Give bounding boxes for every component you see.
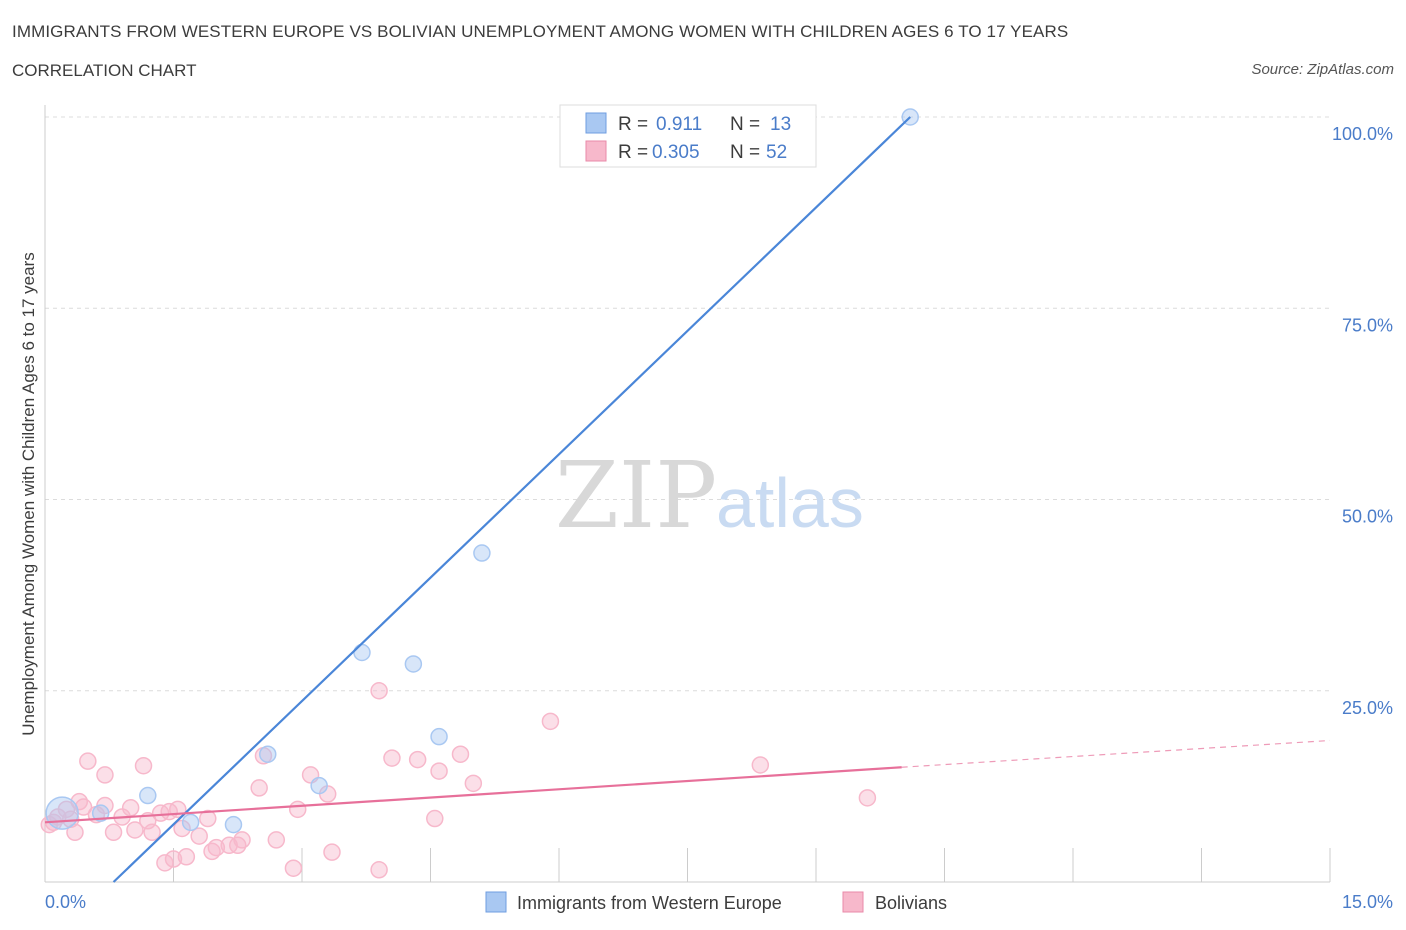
data-point — [430, 762, 448, 780]
watermark-zip: ZIP — [555, 442, 717, 549]
bottom-legend-swatch-pink — [842, 891, 864, 913]
data-point — [121, 799, 140, 817]
data-point — [353, 643, 371, 662]
data-point — [464, 774, 483, 793]
data-point — [164, 850, 183, 868]
y-tick-label: 50.0% — [1342, 507, 1393, 527]
data-point — [96, 766, 114, 784]
data-point — [134, 756, 153, 775]
chart-subtitle: CORRELATION CHART — [12, 61, 197, 80]
data-point — [370, 861, 388, 879]
data-point — [207, 838, 226, 857]
data-point — [323, 843, 341, 861]
trend-lines — [44, 116, 1331, 883]
data-point — [143, 823, 161, 842]
legend-n-label-1: N = — [730, 114, 760, 135]
data-point — [190, 827, 208, 845]
data-point — [181, 813, 200, 832]
data-point — [404, 655, 423, 673]
trend-line — [44, 766, 902, 824]
legend-top: R = 0.911 N = 13 R = 0.305 N = 52 — [559, 104, 817, 168]
legend-r-value-2: 0.305 — [652, 142, 700, 163]
legend-r-value-1: 0.911 — [656, 114, 702, 135]
data-point — [173, 819, 191, 838]
data-point — [104, 823, 123, 842]
data-point — [66, 823, 84, 842]
legend-bottom: Immigrants from Western Europe Bolivians — [485, 891, 947, 913]
data-point — [370, 682, 388, 700]
watermark-atlas: atlas — [716, 464, 864, 542]
bottom-legend-label-2: Bolivians — [875, 893, 947, 913]
data-point — [267, 831, 286, 849]
legend-r-label-1: R = — [618, 114, 648, 135]
grid-lines — [45, 116, 1330, 692]
y-tick-label: 75.0% — [1342, 315, 1393, 335]
data-point — [408, 750, 427, 769]
x-tick-label-max: 15.0% — [1342, 892, 1393, 912]
trend-line — [112, 116, 911, 883]
watermark: ZIP atlas — [555, 442, 864, 549]
data-point — [258, 745, 277, 763]
data-point — [74, 798, 93, 816]
data-points — [40, 108, 919, 879]
data-point — [288, 800, 307, 819]
y-tick-labels: 25.0% 50.0% 75.0% 100.0% — [1332, 124, 1393, 718]
data-point — [310, 776, 328, 795]
x-tick-labels: 0.0% 15.0% — [45, 892, 1393, 912]
data-point — [57, 800, 76, 819]
data-point — [126, 821, 144, 839]
data-point — [473, 544, 491, 562]
data-point — [91, 804, 110, 822]
y-tick-label: 25.0% — [1342, 698, 1393, 718]
data-point — [79, 752, 97, 770]
source-label: Source: ZipAtlas.com — [1251, 61, 1394, 78]
data-point — [426, 809, 444, 828]
chart-title: IMMIGRANTS FROM WESTERN EUROPE VS BOLIVI… — [12, 22, 1069, 41]
data-point — [858, 789, 877, 807]
y-axis-label: Unemployment Among Women with Children A… — [19, 252, 38, 736]
legend-n-value-1: 13 — [770, 114, 791, 135]
data-point — [250, 779, 268, 797]
bottom-legend-label-1: Immigrants from Western Europe — [517, 893, 782, 913]
axes — [44, 105, 1331, 883]
data-point — [177, 848, 196, 866]
data-point — [284, 859, 303, 877]
x-tick-label-min: 0.0% — [45, 892, 86, 912]
trend-line-extension — [901, 739, 1331, 768]
legend-swatch-pink — [585, 140, 607, 162]
data-point — [224, 815, 243, 834]
y-tick-label: 100.0% — [1332, 124, 1393, 144]
legend-r-label-2: R = — [618, 142, 648, 163]
legend-swatch-blue — [585, 112, 607, 134]
data-point — [233, 831, 251, 849]
data-point — [139, 786, 157, 805]
legend-n-label-2: N = — [730, 142, 760, 163]
data-point — [40, 815, 59, 834]
data-point — [541, 712, 560, 731]
data-point — [199, 809, 217, 828]
data-point — [451, 745, 470, 763]
data-point — [430, 727, 448, 746]
bottom-legend-swatch-blue — [485, 891, 507, 913]
data-point — [156, 854, 174, 872]
data-point — [383, 749, 401, 767]
data-point — [751, 756, 770, 774]
legend-n-value-2: 52 — [766, 142, 787, 163]
data-point — [45, 796, 79, 830]
